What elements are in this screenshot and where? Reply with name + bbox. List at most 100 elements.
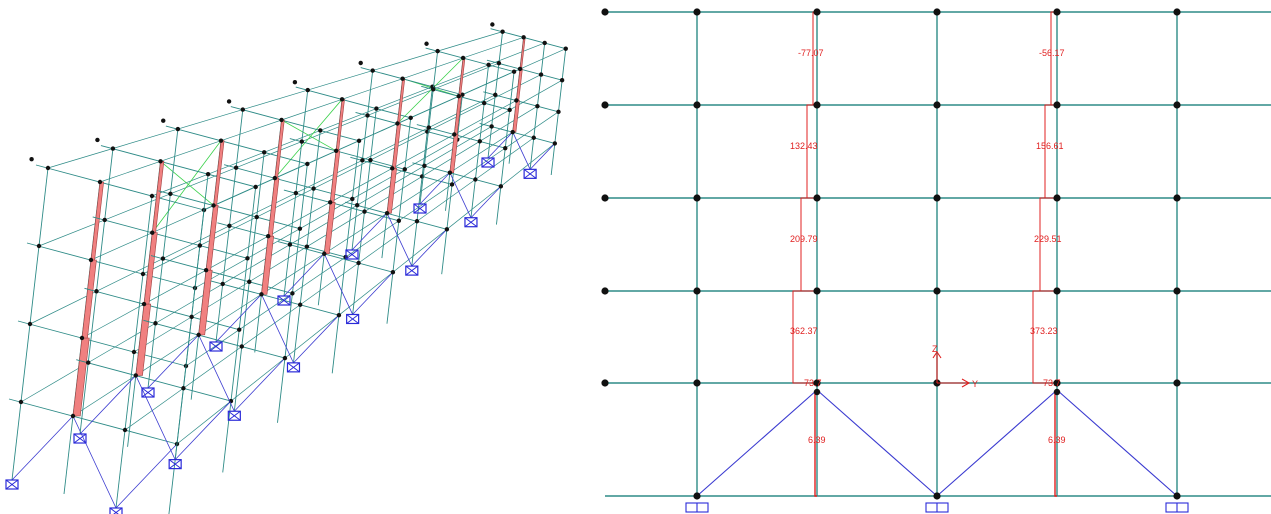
force-value-label: 6.39 bbox=[1048, 435, 1066, 445]
brace-line bbox=[696, 389, 818, 497]
joint-node bbox=[542, 40, 547, 46]
joint-node bbox=[161, 118, 166, 123]
3d-frame-view bbox=[5, 22, 568, 514]
base-brace bbox=[529, 143, 556, 170]
longitudinal-beam bbox=[437, 31, 503, 52]
frame-beam bbox=[35, 164, 205, 211]
joint-node bbox=[254, 214, 259, 220]
longitudinal-beam bbox=[392, 229, 448, 273]
longitudinal-beam bbox=[176, 400, 232, 445]
longitudinal-beam bbox=[72, 375, 137, 417]
longitudinal-beam bbox=[198, 294, 262, 336]
support-base bbox=[5, 479, 19, 490]
support-base bbox=[345, 249, 359, 260]
joint-node bbox=[456, 94, 461, 99]
joint-node bbox=[18, 399, 24, 405]
longitudinal-beam bbox=[170, 167, 237, 195]
joint-node bbox=[552, 141, 558, 146]
joint-node bbox=[449, 182, 455, 187]
longitudinal-beam bbox=[404, 139, 458, 170]
support-hatch bbox=[413, 203, 427, 214]
support-hatch bbox=[168, 459, 182, 470]
joint-node bbox=[272, 175, 278, 181]
support-icon bbox=[346, 313, 360, 325]
joint-node bbox=[813, 379, 821, 387]
joint-node bbox=[29, 157, 34, 162]
joint-node bbox=[290, 291, 295, 296]
joint-node bbox=[95, 137, 100, 143]
joint-node bbox=[189, 314, 194, 320]
longitudinal-beam bbox=[90, 232, 153, 261]
longitudinal-beam bbox=[330, 168, 393, 203]
support-base bbox=[209, 341, 223, 352]
joint-node bbox=[426, 125, 432, 130]
longitudinal-beam bbox=[376, 86, 433, 109]
base-brace bbox=[470, 186, 502, 218]
joint-node bbox=[460, 55, 466, 61]
axial-force-diagram bbox=[386, 168, 397, 214]
frame-beam bbox=[277, 241, 394, 273]
force-value-label: 73.7 bbox=[804, 378, 822, 388]
base-brace bbox=[261, 294, 294, 364]
joint-node bbox=[233, 165, 239, 170]
longitudinal-beam bbox=[451, 147, 506, 185]
joint-node bbox=[237, 327, 242, 332]
force-value-label: 6.39 bbox=[808, 435, 826, 445]
joint-node bbox=[1173, 287, 1181, 295]
joint-node bbox=[247, 279, 252, 284]
longitudinal-beam bbox=[392, 134, 455, 169]
support-icon bbox=[523, 168, 537, 179]
joint-node bbox=[362, 209, 367, 214]
longitudinal-beam bbox=[433, 62, 500, 90]
support-base bbox=[277, 295, 291, 306]
support-hatch bbox=[141, 387, 155, 398]
joint-node bbox=[452, 132, 457, 137]
longitudinal-beam bbox=[313, 159, 371, 189]
joint-node bbox=[304, 244, 310, 249]
frame-beam bbox=[100, 145, 256, 188]
y-axis-label: Y bbox=[972, 379, 978, 389]
force-value-label: -56.17 bbox=[1039, 48, 1065, 58]
axial-force-diagram bbox=[205, 205, 219, 271]
axial-force-diagram bbox=[449, 134, 459, 173]
base-brace bbox=[386, 213, 413, 267]
support-base bbox=[464, 217, 478, 228]
joint-node bbox=[1053, 8, 1061, 16]
joint-node bbox=[259, 292, 264, 297]
support-base bbox=[481, 157, 495, 168]
longitudinal-beam bbox=[324, 212, 388, 255]
joint-node bbox=[1053, 101, 1061, 109]
longitudinal-beam bbox=[20, 362, 89, 403]
support-icon bbox=[168, 459, 182, 470]
brace-line bbox=[936, 389, 1058, 497]
axial-force-diagram bbox=[198, 269, 213, 336]
joint-node bbox=[311, 186, 316, 191]
joint-node bbox=[933, 194, 941, 202]
base-brace bbox=[79, 375, 137, 435]
joint-node bbox=[175, 126, 181, 132]
frame-beam bbox=[17, 320, 187, 367]
axial-force-diagram bbox=[1050, 11, 1057, 106]
support-base bbox=[168, 459, 182, 470]
joint-node bbox=[79, 335, 85, 341]
axial-force-diagram bbox=[512, 100, 520, 133]
joint-node bbox=[211, 203, 216, 208]
longitudinal-beam bbox=[421, 140, 480, 177]
joint-node bbox=[531, 135, 536, 140]
axial-force-diagram bbox=[81, 259, 97, 339]
joint-node bbox=[693, 379, 701, 387]
longitudinal-beam bbox=[488, 42, 545, 66]
longitudinal-beam bbox=[194, 258, 248, 289]
joint-node bbox=[693, 101, 701, 109]
joint-node bbox=[933, 8, 941, 16]
longitudinal-beam bbox=[338, 271, 394, 316]
joint-node bbox=[110, 146, 116, 151]
longitudinal-beam bbox=[370, 131, 428, 161]
frame-beam bbox=[76, 359, 232, 402]
axial-force-diagram bbox=[267, 177, 280, 237]
joint-node bbox=[408, 115, 413, 121]
axial-force-diagram bbox=[800, 197, 817, 292]
frame-beam bbox=[150, 255, 293, 294]
base-brace bbox=[449, 172, 472, 218]
